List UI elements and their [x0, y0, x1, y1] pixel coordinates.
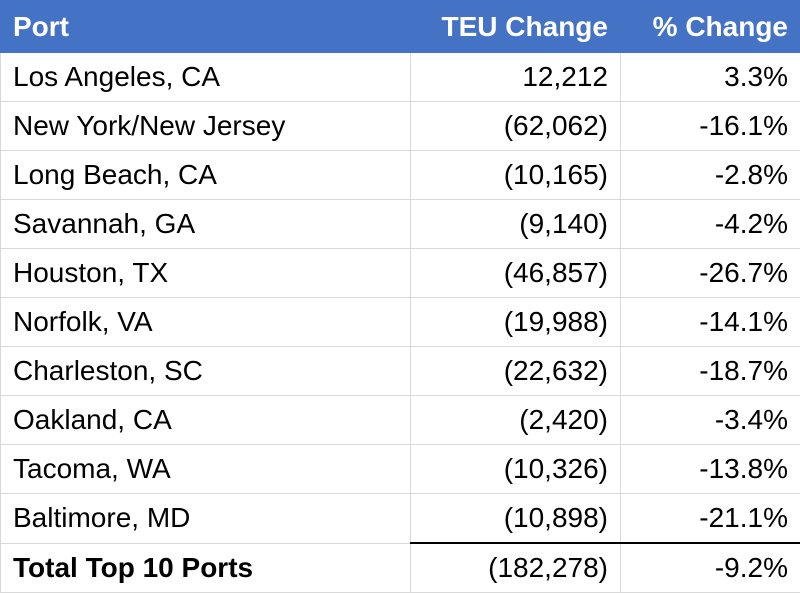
value-cell: (62,062)	[411, 102, 621, 151]
value-cell: (10,898)	[411, 494, 621, 544]
port-cell: Baltimore, MD	[1, 494, 411, 544]
header-cell: % Change	[621, 1, 800, 53]
port-cell: Oakland, CA	[1, 396, 411, 445]
data-row: Savannah, GA(9,140)-4.2%	[1, 200, 800, 249]
value-cell: -2.8%	[621, 151, 800, 200]
value-cell: -4.2%	[621, 200, 800, 249]
value-cell: -21.1%	[621, 494, 800, 544]
value-cell: (10,326)	[411, 445, 621, 494]
value-cell: -3.4%	[621, 396, 800, 445]
value-cell: -13.8%	[621, 445, 800, 494]
port-cell: Charleston, SC	[1, 347, 411, 396]
header-row: Port TEU Change % Change	[1, 1, 800, 53]
port-cell: New York/New Jersey	[1, 102, 411, 151]
data-row: Houston, TX(46,857)-26.7%	[1, 249, 800, 298]
value-cell: (19,988)	[411, 298, 621, 347]
data-row: Baltimore, MD(10,898)-21.1%	[1, 494, 800, 544]
port-cell: Houston, TX	[1, 249, 411, 298]
value-cell: (9,140)	[411, 200, 621, 249]
header-cell: Port	[1, 1, 411, 53]
value-cell: (2,420)	[411, 396, 621, 445]
value-cell: (10,165)	[411, 151, 621, 200]
value-cell: -26.7%	[621, 249, 800, 298]
port-cell: Tacoma, WA	[1, 445, 411, 494]
value-cell: -9.2%	[621, 543, 800, 593]
data-row: Long Beach, CA(10,165)-2.8%	[1, 151, 800, 200]
value-cell: (22,632)	[411, 347, 621, 396]
value-cell: -16.1%	[621, 102, 800, 151]
port-cell: Norfolk, VA	[1, 298, 411, 347]
value-cell: 3.3%	[621, 53, 800, 102]
data-row: Tacoma, WA(10,326)-13.8%	[1, 445, 800, 494]
port-cell: Total Top 10 Ports	[1, 543, 411, 593]
data-row: Oakland, CA(2,420)-3.4%	[1, 396, 800, 445]
table-header: Port TEU Change % Change	[1, 1, 800, 53]
data-row: New York/New Jersey(62,062)-16.1%	[1, 102, 800, 151]
header-cell: TEU Change	[411, 1, 621, 53]
value-cell: -14.1%	[621, 298, 800, 347]
port-cell: Long Beach, CA	[1, 151, 411, 200]
value-cell: (182,278)	[411, 543, 621, 593]
data-row: Charleston, SC(22,632)-18.7%	[1, 347, 800, 396]
value-cell: -18.7%	[621, 347, 800, 396]
total-row: Total Top 10 Ports(182,278)-9.2%	[1, 543, 800, 593]
data-row: Norfolk, VA(19,988)-14.1%	[1, 298, 800, 347]
value-cell: (46,857)	[411, 249, 621, 298]
value-cell: 12,212	[411, 53, 621, 102]
port-cell: Savannah, GA	[1, 200, 411, 249]
port-cell: Los Angeles, CA	[1, 53, 411, 102]
